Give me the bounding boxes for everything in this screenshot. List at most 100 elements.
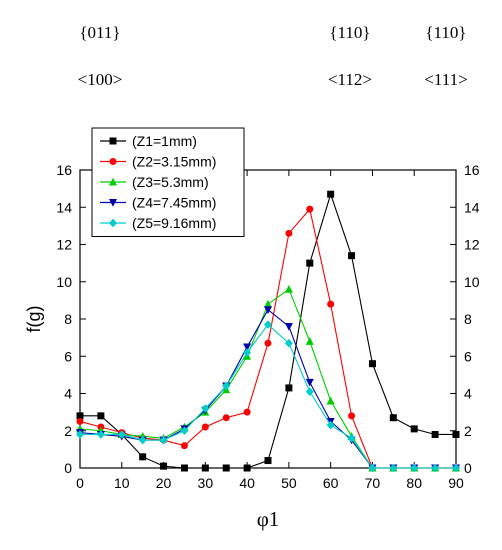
x-tick-label: 80 [406,475,422,491]
legend-item: (Z5=9.16mm) [100,215,216,231]
legend-label: (Z5=9.16mm) [132,215,216,231]
data-point [326,420,335,430]
y-tick-label-right: 4 [464,386,472,402]
data-point [305,387,314,396]
data-point [243,464,251,472]
data-point [452,463,460,473]
legend-marker [109,158,117,165]
data-point [201,423,209,431]
data-point [97,412,105,420]
y-tick-label: 16 [56,162,72,178]
data-point [284,284,293,293]
data-point [389,414,397,422]
x-axis-label: φ1 [257,507,280,531]
x-tick-label: 40 [239,475,255,491]
data-point [159,435,168,445]
series-5 [76,320,460,473]
data-point [139,453,147,461]
annotation-direction-2: <112> [328,70,372,89]
series-line [79,308,456,469]
data-point [201,464,209,472]
x-tick-label: 20 [156,475,172,491]
x-tick-label: 0 [76,475,84,491]
y-tick-label-right: 12 [464,237,480,253]
x-tick-label: 90 [448,475,464,491]
data-point [76,417,84,425]
annotation-plane-3: {110} [425,23,466,42]
legend-marker [109,218,117,228]
data-point [243,348,252,357]
data-point [96,430,105,439]
data-point [389,463,398,473]
data-point [201,404,210,413]
data-point [264,457,272,465]
data-point [180,464,188,472]
data-point [327,190,335,198]
legend: (Z1=1mm) (Z2=3.15mm) (Z3=5.3mm) (Z4=7.45mm)… [91,127,245,237]
data-point [368,360,376,368]
data-point [431,430,439,438]
data-point [264,306,272,314]
data-point [76,412,84,420]
legend-marker [109,199,117,207]
data-point [76,430,84,439]
data-point [222,414,230,422]
y-tick-label-right: 8 [464,311,472,327]
series-line [79,207,456,469]
y-tick-label: 2 [64,423,72,439]
legend-marker [109,137,117,145]
y-tick-label: 0 [64,460,72,476]
y-tick-label: 6 [64,348,72,364]
data-point [264,339,272,347]
data-point [222,381,231,391]
data-point [160,462,168,470]
data-point [326,396,335,405]
data-point [285,229,293,237]
data-point [264,320,272,329]
x-tick-label: 10 [114,475,130,491]
data-point [452,430,460,438]
annotation-direction-3: <111> [424,70,467,89]
data-point [243,343,252,352]
legend-label: (Z3=5.3mm) [132,174,209,190]
legend-label: (Z1=1mm) [132,133,197,149]
annotation-plane-1: {011} [79,23,120,42]
data-point [243,408,251,416]
data-point [348,252,356,260]
data-point [305,378,314,387]
y-tick-label-right: 2 [464,423,472,439]
y-tick-label: 10 [56,274,72,290]
data-point [285,384,293,392]
series-2 [76,205,460,472]
data-point [180,442,188,450]
x-tick-label: 50 [281,475,297,491]
y-tick-label-right: 10 [464,274,480,290]
y-tick-label: 8 [64,311,72,327]
y-tick-label: 4 [64,386,72,402]
legend-marker [109,177,117,186]
x-tick-label: 30 [198,475,214,491]
series-line [79,288,456,469]
data-point [410,463,419,473]
y-axis-label: f(g) [24,306,44,333]
legend-label: (Z4=7.45mm) [132,195,216,211]
annotation-direction-1: <100> [78,70,123,89]
legend-item: (Z4=7.45mm) [100,195,216,211]
legend-item: (Z2=3.15mm) [100,154,216,170]
y-tick-label-right: 16 [464,162,480,178]
data-point [306,205,314,213]
legend-item: (Z1=1mm) [100,133,197,149]
data-point [431,463,440,473]
series-layer [76,190,460,473]
y-tick-label: 12 [56,237,72,253]
data-point [347,433,356,443]
annotation-plane-2: {110} [329,23,370,42]
y-tick-label-right: 14 [464,199,480,215]
data-point [264,299,272,308]
legend-item: (Z3=5.3mm) [100,174,209,190]
x-tick-label: 70 [365,475,381,491]
data-point [348,412,356,420]
y-tick-label-right: 6 [464,348,472,364]
y-tick-label-right: 0 [464,460,472,476]
